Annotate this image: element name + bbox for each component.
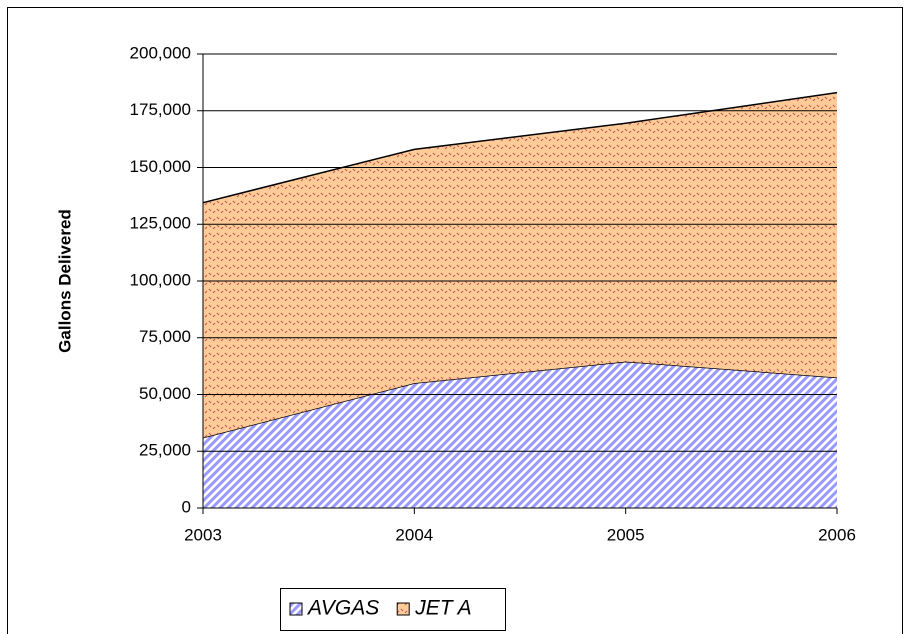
x-tick-label: 2005 (607, 525, 645, 544)
legend-label: JET A (414, 597, 471, 620)
y-axis-label: Gallons Delivered (55, 209, 74, 353)
y-tick-label: 0 (182, 497, 191, 516)
y-tick-label: 100,000 (130, 270, 191, 289)
y-tick-label: 125,000 (130, 214, 191, 233)
y-tick-label: 200,000 (130, 43, 191, 62)
x-tick-label: 2004 (395, 525, 433, 544)
area (203, 92, 837, 438)
legend-swatch (289, 602, 303, 616)
legend-box (280, 588, 506, 631)
y-tick-label: 25,000 (139, 441, 191, 460)
area-edge (202, 91, 838, 204)
y-tick-label: 75,000 (139, 327, 191, 346)
y-tick-label: 175,000 (130, 100, 191, 119)
y-tick-label: 50,000 (139, 384, 191, 403)
y-tick-label: 150,000 (130, 157, 191, 176)
legend-label: AVGAS (306, 597, 379, 620)
x-tick-label: 2003 (184, 525, 222, 544)
x-tick-label: 2006 (818, 525, 856, 544)
area (203, 361, 837, 508)
legend-swatch (396, 602, 410, 616)
